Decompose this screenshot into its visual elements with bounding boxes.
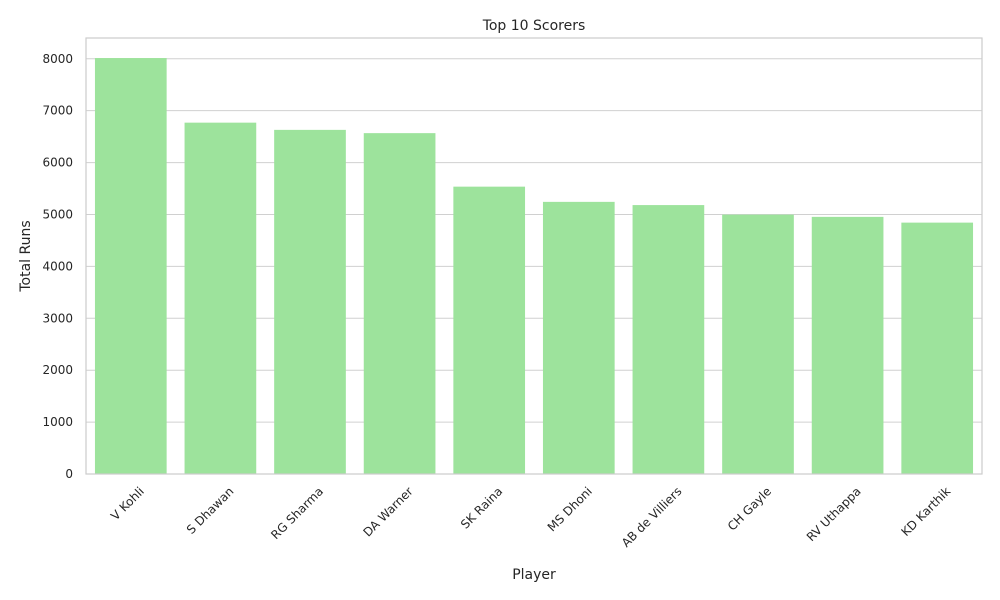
bar [901,222,974,474]
bar [184,122,257,474]
x-tick-label: CH Gayle [725,484,774,533]
y-tick-label: 7000 [42,104,73,118]
x-tick-label: RV Uthappa [804,484,864,544]
chart-title: Top 10 Scorers [482,18,586,34]
y-tick-label: 3000 [42,311,73,325]
bar [722,214,794,475]
x-tick-label: MS Dhoni [545,484,595,534]
bars [94,58,974,475]
y-tick-label: 4000 [42,259,73,273]
y-axis-label: Total Runs [18,220,34,292]
plot-frame [85,37,983,475]
y-tick-label: 0 [65,467,73,481]
y-tick-label: 8000 [42,52,73,66]
x-tick-label: V Kohli [108,484,147,523]
y-tick-label: 2000 [42,363,73,377]
x-axis-label: Player [512,567,556,583]
x-tick-label: S Dhawan [184,484,237,537]
bar [94,58,167,474]
bar [632,205,705,474]
x-tick-labels: V Kohli S Dhawan RG Sharma DA Warner SK Rain… [108,484,953,550]
y-tick-label: 6000 [42,156,73,170]
x-tick-label: SK Raina [458,484,505,531]
bar [811,216,884,474]
bar [542,201,615,474]
bar [274,129,346,474]
bar [453,186,526,474]
y-tick-label: 1000 [42,415,73,429]
bar [363,133,436,475]
x-tick-label: AB de Villiers [619,484,685,550]
x-tick-label: RG Sharma [268,484,326,542]
y-tick-label: 5000 [42,207,73,221]
x-tick-label: DA Warner [360,484,415,539]
x-tick-label: KD Karthik [899,484,954,539]
y-tick-labels: 0 1000 2000 3000 4000 5000 6000 7000 8000 [42,52,73,481]
